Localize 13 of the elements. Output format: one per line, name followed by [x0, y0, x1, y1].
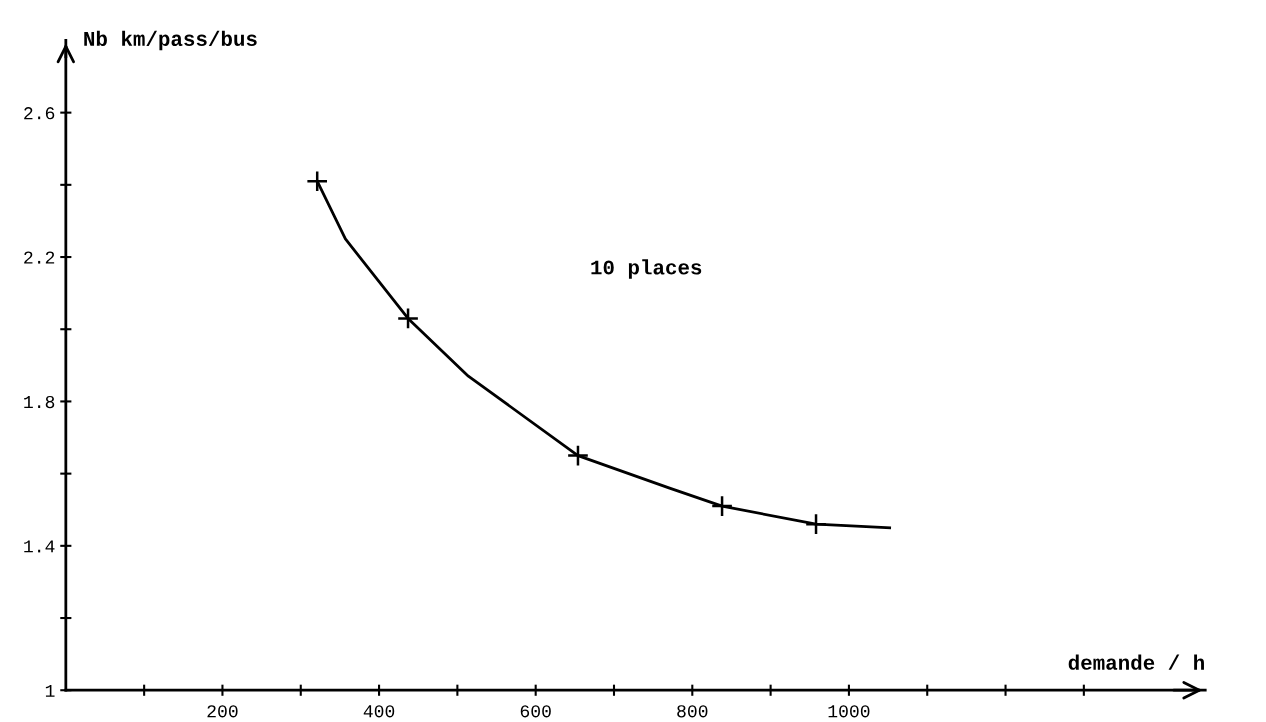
- x-tick-label: 600: [520, 705, 551, 718]
- x-axis-title: demande / h: [1068, 654, 1204, 670]
- x-tick-label: 400: [363, 705, 395, 718]
- y-tick-label: 1.4: [24, 540, 55, 553]
- annotation: 10 places: [591, 259, 702, 279]
- y-tick-label: 1.8: [24, 395, 55, 409]
- x-tick-label: 200: [207, 705, 238, 718]
- y-tick-label: 2.6: [24, 107, 55, 120]
- y-tick-label: 1: [45, 684, 55, 697]
- x-tick-label: 1000: [828, 705, 870, 718]
- y-tick-label: 2.2: [24, 251, 55, 264]
- x-tick-label: 800: [677, 705, 708, 718]
- y-axis-title: Nb km/pass/bus: [84, 30, 257, 51]
